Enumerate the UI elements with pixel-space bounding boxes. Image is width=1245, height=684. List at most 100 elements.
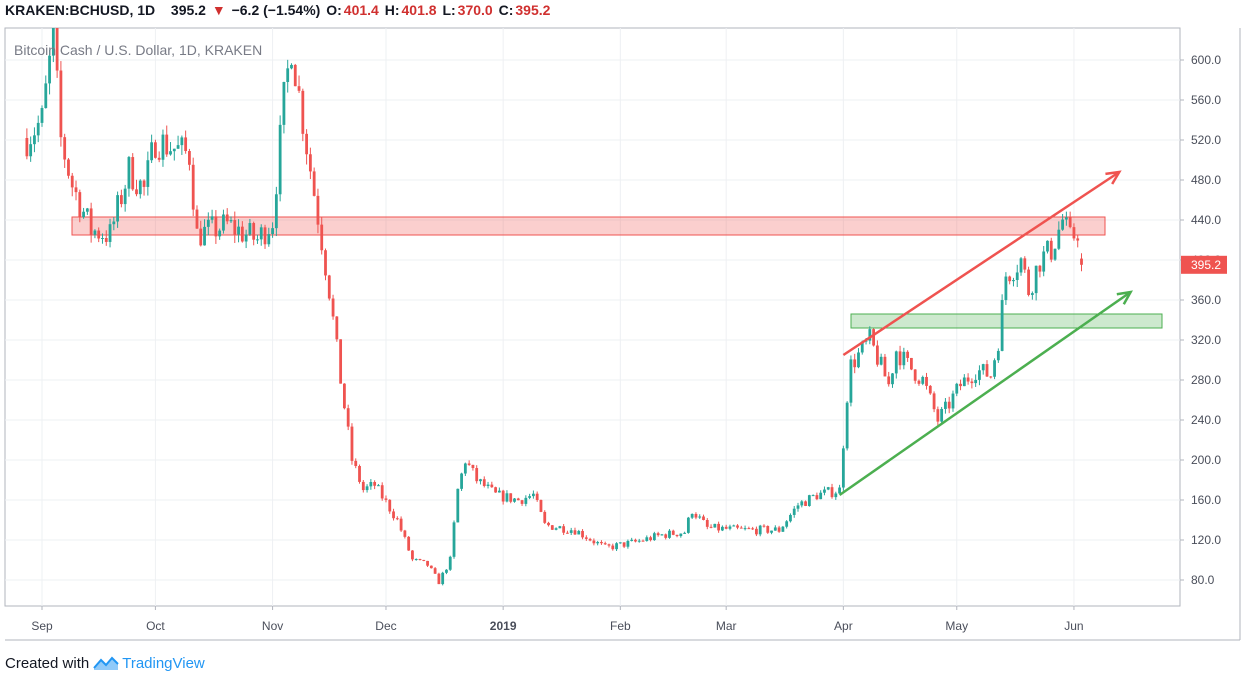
- candle-body: [879, 356, 883, 365]
- candle-body: [724, 526, 728, 529]
- candle-body: [229, 220, 233, 222]
- candle-body: [766, 526, 770, 533]
- candle-body: [93, 230, 97, 235]
- x-tick-label: Dec: [375, 619, 396, 633]
- candle-body: [456, 488, 460, 523]
- candle-body: [297, 86, 301, 91]
- candle-body: [970, 381, 974, 384]
- candle-body: [860, 341, 864, 353]
- high-label: H:: [384, 2, 400, 18]
- candle-body: [739, 527, 743, 529]
- candle-body: [947, 401, 951, 409]
- candle-body: [316, 195, 320, 225]
- candle-body: [407, 536, 411, 551]
- y-tick-label: 240.0: [1191, 413, 1221, 427]
- candle-body: [826, 487, 830, 490]
- candle-body: [33, 135, 36, 145]
- candle-body: [705, 519, 709, 527]
- candle-body: [335, 316, 339, 340]
- candle-body: [830, 487, 834, 498]
- candle-body: [445, 569, 448, 573]
- candle-body: [467, 463, 471, 465]
- y-tick-label: 560.0: [1191, 93, 1221, 107]
- candle-body: [944, 401, 947, 409]
- tradingview-link[interactable]: TradingView: [122, 654, 205, 672]
- candle-body: [365, 486, 369, 491]
- candle-body: [320, 224, 324, 251]
- candle-body: [399, 518, 403, 531]
- candle-body: [63, 137, 67, 160]
- candle-body: [513, 498, 516, 502]
- price-chart[interactable]: 600.0560.0520.0480.0440.0400.0360.0320.0…: [0, 0, 1245, 650]
- candle-body: [868, 329, 872, 341]
- candle-body: [305, 133, 308, 155]
- candle-body: [256, 239, 259, 241]
- x-tick-label: Nov: [262, 619, 283, 633]
- candle-body: [671, 530, 675, 535]
- candle-body: [898, 351, 902, 366]
- candle-body: [380, 485, 384, 499]
- candle-body: [804, 501, 807, 506]
- last-price-badge: [1181, 255, 1227, 274]
- candle-body: [887, 376, 891, 385]
- x-tick-label: Sep: [31, 619, 53, 633]
- candle-body: [1046, 240, 1049, 252]
- candle-body: [592, 540, 596, 544]
- candle-body: [116, 195, 119, 222]
- lower-trendline[interactable]: [838, 290, 1132, 497]
- candle-body: [959, 383, 962, 387]
- candle-body: [324, 250, 327, 276]
- candle-body: [271, 228, 274, 235]
- upper-trendline[interactable]: [842, 170, 1120, 357]
- candle-body: [267, 234, 271, 245]
- candle-body: [634, 539, 637, 542]
- candle-body: [894, 351, 898, 374]
- candle-body: [811, 495, 815, 497]
- resistance-zone: [71, 216, 1106, 236]
- candle-body: [891, 373, 894, 385]
- candle-body: [917, 380, 921, 384]
- close-label: C:: [498, 2, 514, 18]
- candle-body: [1038, 265, 1042, 272]
- candle-body: [123, 188, 127, 205]
- candle-body: [460, 473, 463, 489]
- candle-body: [233, 220, 237, 235]
- y-tick-label: 320.0: [1191, 333, 1221, 347]
- candle-body: [51, 28, 55, 56]
- change-arrow-icon: ▼: [211, 2, 226, 18]
- candle-body: [206, 219, 210, 227]
- axes: 600.0560.0520.0480.0440.0400.0360.0320.0…: [5, 28, 1241, 641]
- candle-body: [1019, 258, 1023, 273]
- grid: [4, 27, 1181, 607]
- candle-body: [758, 525, 762, 535]
- candle-body: [388, 499, 392, 512]
- y-tick-label: 160.0: [1191, 493, 1221, 507]
- candle-body: [377, 485, 380, 487]
- candle-body: [1080, 258, 1083, 265]
- annotation-zones: [71, 216, 1163, 329]
- candle-body: [573, 530, 577, 535]
- candle-body: [641, 540, 645, 542]
- candle-body: [437, 573, 441, 585]
- candle-body: [910, 357, 913, 370]
- candle-body: [146, 160, 150, 187]
- candle-body: [857, 352, 860, 368]
- candle-body: [214, 216, 218, 237]
- candle-body: [940, 408, 944, 422]
- candle-body: [925, 376, 928, 386]
- candle-body: [384, 498, 388, 500]
- candle-body: [709, 526, 713, 528]
- symbol-label[interactable]: KRAKEN:BCHUSD, 1D: [5, 2, 156, 18]
- candle-body: [48, 55, 51, 84]
- candle-body: [679, 533, 683, 537]
- chart-header: KRAKEN:BCHUSD, 1D 395.2 ▼ −6.2 (−1.54%) …: [5, 2, 552, 24]
- candle-body: [358, 465, 361, 482]
- candle-body: [85, 208, 89, 212]
- candle-body: [218, 230, 222, 237]
- candle-body: [853, 359, 857, 368]
- candle-body: [664, 534, 668, 538]
- candle-body: [1064, 217, 1068, 220]
- candle-body: [721, 526, 724, 531]
- candle-body: [188, 151, 191, 165]
- trendlines: [838, 170, 1133, 497]
